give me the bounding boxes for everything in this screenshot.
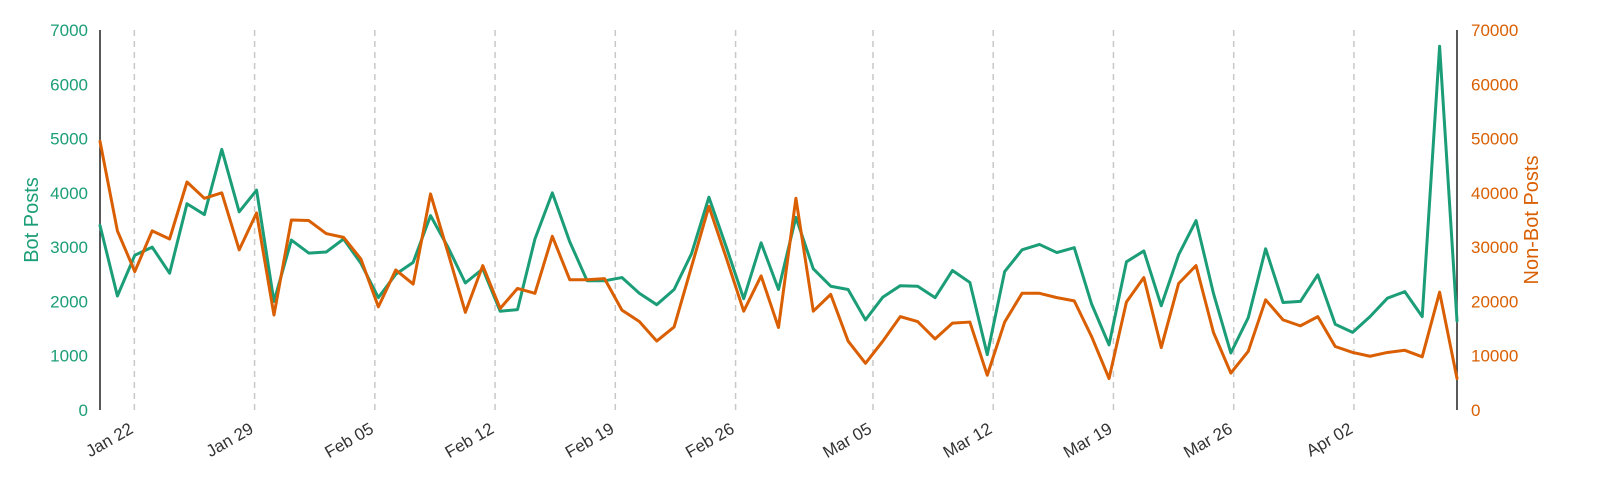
- x-tick-label: Jan 29: [203, 419, 257, 461]
- right-y-tick-label: 10000: [1471, 347, 1518, 366]
- right-y-axis-ticks: 0 10000 20000 30000 40000 50000 60000 70000: [1471, 21, 1518, 420]
- x-tick-label: Mar 26: [1180, 419, 1235, 462]
- x-axis-ticks: Jan 22 Jan 29 Feb 05 Feb 12 Feb 19 Feb 26 Mar …: [83, 419, 1356, 462]
- left-y-axis-title: Bot Posts: [21, 177, 43, 263]
- x-tick-label: Mar 19: [1060, 419, 1115, 462]
- left-y-tick-label: 5000: [50, 130, 88, 149]
- x-tick-label: Feb 12: [442, 419, 497, 462]
- left-y-tick-label: 7000: [50, 21, 88, 40]
- x-tick-label: Apr 02: [1303, 419, 1356, 461]
- right-y-axis-title: Non-Bot Posts: [1521, 156, 1543, 285]
- non-bot-posts-line: [98, 139, 1459, 381]
- left-y-tick-label: 3000: [50, 238, 88, 257]
- x-tick-label: Feb 19: [562, 419, 617, 462]
- right-y-tick-label: 30000: [1471, 238, 1518, 257]
- x-tick-label: Feb 05: [321, 419, 376, 462]
- left-y-axis-ticks: 0 1000 2000 3000 4000 5000 6000 7000: [50, 21, 88, 420]
- right-y-tick-label: 0: [1471, 401, 1480, 420]
- x-tick-label: Mar 12: [940, 419, 995, 462]
- series-lines: [98, 44, 1459, 381]
- x-tick-label: Jan 22: [83, 419, 137, 461]
- x-gridlines: [133, 30, 1355, 410]
- left-y-tick-label: 6000: [50, 75, 88, 94]
- x-tick-label: Feb 26: [682, 419, 737, 462]
- x-tick-label: Mar 05: [820, 419, 875, 462]
- left-y-tick-label: 4000: [50, 184, 88, 203]
- right-y-tick-label: 50000: [1471, 130, 1518, 149]
- right-y-tick-label: 40000: [1471, 184, 1518, 203]
- left-y-tick-label: 0: [79, 401, 88, 420]
- left-y-tick-label: 1000: [50, 347, 88, 366]
- right-y-tick-label: 20000: [1471, 292, 1518, 311]
- right-y-tick-label: 60000: [1471, 75, 1518, 94]
- right-y-tick-label: 70000: [1471, 21, 1518, 40]
- bot-posts-line: [98, 44, 1459, 357]
- left-y-tick-label: 2000: [50, 292, 88, 311]
